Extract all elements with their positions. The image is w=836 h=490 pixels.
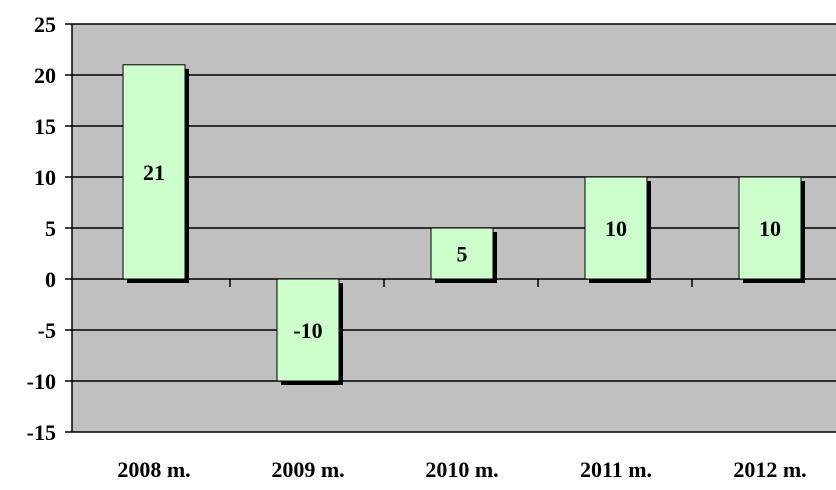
y-tick-label: 0 <box>45 267 56 292</box>
bars <box>122 64 805 385</box>
bar <box>738 176 802 280</box>
y-tick-label: 15 <box>34 114 56 139</box>
x-tick-label: 2012 m. <box>733 457 806 482</box>
y-tick-label: 10 <box>34 165 56 190</box>
y-tick-label: -5 <box>38 318 56 343</box>
y-tick-label: -15 <box>27 420 56 445</box>
y-tick-label: 5 <box>45 216 56 241</box>
data-label: 5 <box>457 242 468 267</box>
x-axis-ticks <box>229 279 693 287</box>
y-tick-label: 20 <box>34 63 56 88</box>
bar <box>276 278 340 382</box>
y-tick-label: 25 <box>34 12 56 37</box>
x-tick-label: 2008 m. <box>117 457 190 482</box>
x-axis-labels: 2008 m. 2009 m. 2010 m. 2011 m. 2012 m. <box>117 457 806 482</box>
bar <box>584 176 648 280</box>
data-labels: 21 -10 5 10 10 <box>143 160 781 343</box>
data-label: 10 <box>759 216 781 241</box>
x-tick-label: 2011 m. <box>580 457 652 482</box>
x-tick-label: 2010 m. <box>425 457 498 482</box>
data-label: 10 <box>605 216 627 241</box>
y-axis-labels: 25 20 15 10 5 0 -5 -10 -15 <box>27 12 56 445</box>
y-tick-label: -10 <box>27 369 56 394</box>
bar <box>430 227 494 280</box>
bar <box>122 64 186 280</box>
data-label: -10 <box>293 318 322 343</box>
x-tick-label: 2009 m. <box>271 457 344 482</box>
data-label: 21 <box>143 160 165 185</box>
